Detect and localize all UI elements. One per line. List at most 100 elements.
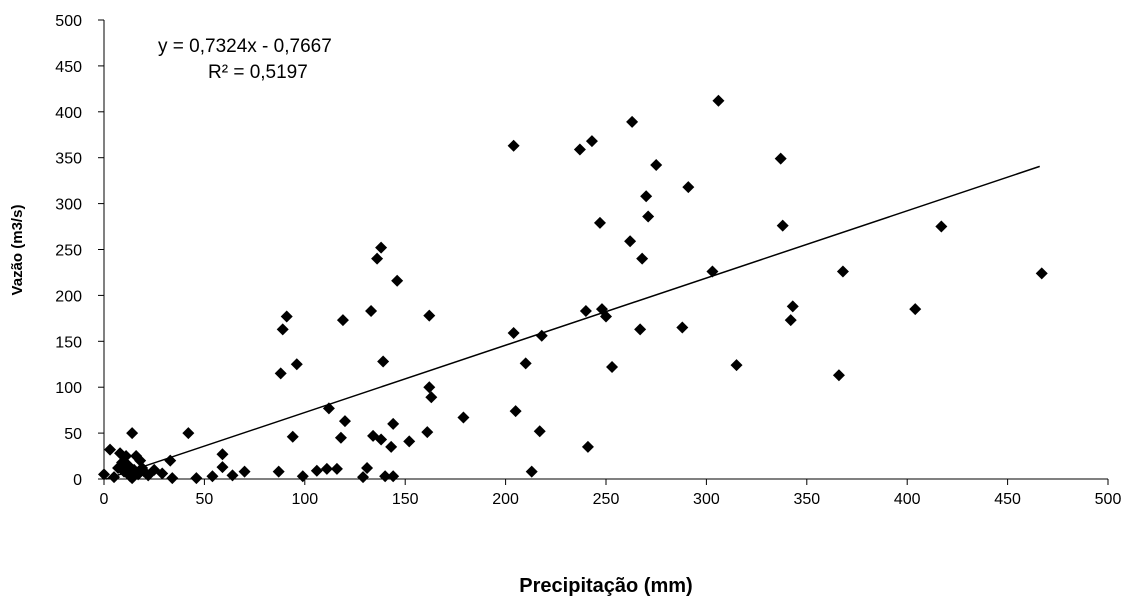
data-point (626, 115, 639, 128)
data-point (104, 443, 117, 456)
data-point (585, 135, 598, 148)
y-tick-label: 50 (64, 426, 82, 443)
data-point (98, 468, 110, 481)
data-point (573, 143, 586, 156)
trendline-r-squared: R² = 0,5197 (208, 62, 308, 83)
data-point (280, 310, 293, 323)
data-point (272, 465, 285, 478)
data-point (387, 470, 400, 483)
data-point (581, 440, 594, 453)
y-tick-label: 200 (55, 288, 82, 305)
data-point (525, 465, 538, 478)
data-point (1035, 267, 1048, 280)
data-point (310, 464, 323, 477)
data-point (423, 309, 436, 322)
data-point (776, 219, 789, 232)
axes (103, 20, 1108, 480)
data-point (509, 405, 522, 418)
x-axis-title: Precipitação (mm) (519, 575, 692, 597)
x-tick-label: 400 (894, 491, 921, 508)
data-point (166, 472, 179, 485)
y-axis-ticks: 0 50 100 150 200 250 300 350 400 450 500 (55, 13, 104, 489)
data-point (642, 210, 655, 223)
data-point (120, 450, 133, 463)
data-point (421, 426, 434, 439)
data-point (182, 427, 195, 440)
data-point (676, 321, 689, 334)
trendline (105, 165, 1040, 480)
x-tick-label: 0 (100, 491, 109, 508)
data-point (425, 391, 438, 404)
data-point (334, 431, 347, 444)
data-point (375, 433, 388, 446)
data-point (377, 355, 390, 368)
data-point (606, 361, 619, 374)
trendline-equation: y = 0,7324x - 0,7667 (158, 36, 332, 57)
data-point (286, 430, 299, 443)
data-point (216, 461, 229, 474)
data-points (98, 94, 1048, 485)
data-point (290, 358, 303, 371)
data-point (274, 367, 287, 380)
y-tick-label: 100 (55, 380, 82, 397)
data-point (832, 369, 845, 382)
data-point (507, 327, 520, 340)
y-tick-label: 300 (55, 197, 82, 214)
data-point (216, 448, 229, 461)
y-tick-label: 450 (55, 59, 82, 76)
data-point (636, 252, 649, 265)
data-point (786, 300, 799, 313)
data-point (336, 314, 349, 327)
data-point (640, 190, 653, 203)
data-point (365, 305, 378, 318)
data-point (593, 216, 606, 229)
data-point (712, 94, 725, 107)
data-point (116, 456, 129, 469)
x-tick-label: 300 (693, 491, 720, 508)
data-point (156, 467, 169, 480)
data-point (108, 471, 121, 484)
data-point (375, 241, 388, 254)
data-point (423, 381, 436, 394)
x-tick-label: 450 (994, 491, 1021, 508)
data-point (357, 471, 370, 484)
data-point (650, 159, 663, 172)
x-tick-label: 150 (392, 491, 419, 508)
data-point (164, 454, 177, 467)
y-tick-label: 0 (73, 472, 82, 489)
data-point (634, 323, 647, 336)
y-tick-label: 250 (55, 243, 82, 260)
data-point (624, 235, 637, 248)
data-point (836, 265, 849, 278)
data-point (330, 462, 343, 475)
x-tick-label: 500 (1095, 491, 1122, 508)
data-point (126, 427, 139, 440)
y-tick-label: 350 (55, 151, 82, 168)
data-point (226, 469, 239, 482)
x-tick-label: 200 (492, 491, 519, 508)
trendline-group (105, 165, 1040, 480)
data-point (935, 220, 948, 233)
x-tick-label: 250 (593, 491, 620, 508)
data-point (190, 472, 203, 485)
data-point (296, 470, 309, 483)
data-point (276, 323, 289, 336)
data-point (387, 417, 400, 430)
data-point (784, 314, 797, 327)
data-point (682, 181, 695, 194)
data-point (361, 461, 374, 474)
data-point (730, 359, 743, 372)
data-point (391, 274, 404, 287)
data-point (403, 435, 416, 448)
x-tick-label: 350 (793, 491, 820, 508)
data-point (238, 465, 251, 478)
data-point (338, 415, 351, 428)
x-tick-label: 50 (196, 491, 214, 508)
y-tick-label: 500 (55, 13, 82, 30)
data-point (371, 252, 384, 265)
data-point (507, 139, 520, 152)
x-axis-ticks: 0 50 100 150 200 250 300 350 400 450 500 (100, 479, 1122, 508)
data-point (519, 357, 532, 370)
data-point (579, 305, 592, 318)
